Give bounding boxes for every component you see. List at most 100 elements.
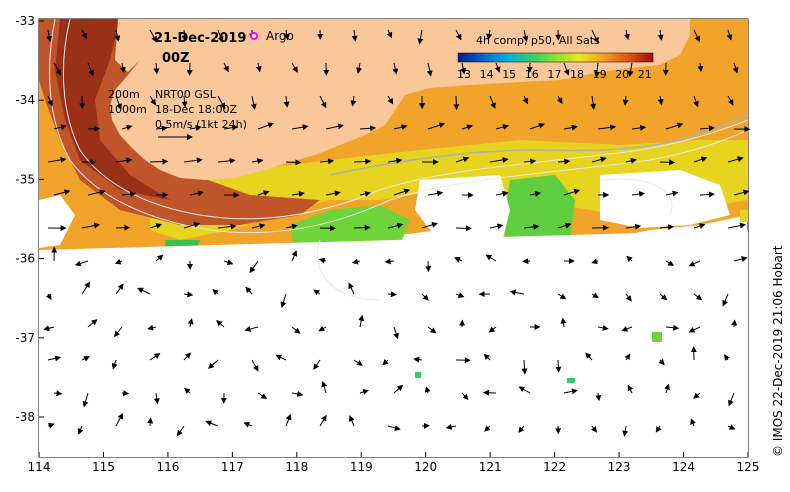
current-arrow <box>53 189 71 196</box>
scale-label: 0.5m/s (1kt 24h) <box>155 118 247 131</box>
current-arrow <box>291 391 304 397</box>
current-arrow <box>114 258 123 265</box>
current-arrow <box>625 157 637 164</box>
current-arrow <box>183 221 201 229</box>
current-arrow <box>359 389 369 395</box>
current-arrow <box>659 159 676 166</box>
current-arrow <box>597 124 617 131</box>
current-arrow <box>392 62 399 75</box>
current-arrow <box>115 283 124 295</box>
current-arrow <box>77 425 84 435</box>
current-arrow <box>495 190 509 197</box>
current-arrow <box>727 222 746 229</box>
contour-200-label: 200m <box>108 88 140 101</box>
current-arrow <box>621 326 633 332</box>
current-arrow <box>427 326 437 334</box>
current-arrow <box>257 190 270 196</box>
current-arrow <box>699 125 715 132</box>
current-arrow <box>319 95 327 109</box>
current-arrow <box>283 29 290 41</box>
current-arrow <box>455 156 470 163</box>
current-arrow <box>461 392 469 401</box>
current-arrow <box>455 292 465 298</box>
current-arrow <box>591 292 600 298</box>
current-arrow <box>387 425 401 431</box>
x-axis: 114 115 116 117 118 119 120 121 122 123 124 125 <box>28 452 759 474</box>
current-arrow <box>189 190 204 197</box>
legend-tick-label: 18 <box>570 68 584 81</box>
current-arrow <box>627 384 634 394</box>
current-arrow <box>251 158 264 165</box>
current-arrows <box>43 29 751 437</box>
current-arrow <box>53 390 63 397</box>
current-arrow <box>393 384 404 394</box>
current-arrow <box>484 425 491 432</box>
current-arrow <box>155 254 164 262</box>
current-arrow <box>523 223 540 230</box>
current-arrow <box>489 223 504 230</box>
legend-tick-label: 21 <box>638 68 652 81</box>
current-arrow <box>733 189 750 196</box>
legend-tick-label: 13 <box>457 68 471 81</box>
current-arrow <box>155 125 168 132</box>
current-arrow <box>321 380 328 394</box>
x-tick-label: 124 <box>672 460 695 474</box>
argo-label: Argo <box>266 29 294 43</box>
current-arrow <box>665 260 675 266</box>
current-arrow <box>521 359 528 375</box>
y-tick-label: -35 <box>15 172 35 186</box>
legend-tick-label: 15 <box>502 68 516 81</box>
current-arrow <box>153 62 160 75</box>
current-arrow <box>727 156 744 163</box>
current-arrow <box>81 356 91 362</box>
current-arrow <box>591 156 607 163</box>
current-arrow <box>313 289 321 296</box>
current-arrow <box>657 95 664 106</box>
current-arrow <box>285 159 302 166</box>
current-arrow <box>183 157 203 164</box>
current-arrow <box>115 95 122 110</box>
current-arrow <box>594 62 600 78</box>
current-arrow <box>455 225 472 232</box>
current-arrow <box>212 289 219 296</box>
current-arrow <box>655 425 662 433</box>
current-arrow <box>693 156 708 163</box>
y-axis: -33 -34 -35 -36 -37 -38 <box>15 14 44 424</box>
current-arrow <box>427 122 446 130</box>
current-arrow <box>325 190 341 197</box>
current-arrow <box>223 62 229 73</box>
map-time: 00Z <box>162 51 190 66</box>
current-arrow <box>557 158 571 165</box>
current-arrow <box>251 359 259 372</box>
current-arrow <box>114 29 121 42</box>
current-arrow <box>665 122 684 130</box>
current-arrow <box>585 352 593 361</box>
bathymetry-contours <box>49 18 749 301</box>
current-arrow <box>523 158 537 165</box>
x-tick-label: 121 <box>479 460 502 474</box>
current-arrow <box>149 353 161 361</box>
current-arrow <box>113 326 123 338</box>
current-arrow <box>45 293 52 301</box>
current-arrow <box>483 353 491 361</box>
current-arrow <box>223 124 239 131</box>
current-arrow <box>518 425 525 433</box>
current-arrow <box>387 157 403 164</box>
current-arrow <box>245 286 253 295</box>
y-tick-label: -37 <box>15 331 35 345</box>
current-arrow <box>387 291 397 298</box>
current-arrow <box>727 95 734 106</box>
current-arrow <box>149 158 169 165</box>
current-arrow <box>358 314 365 328</box>
current-arrow <box>257 122 275 130</box>
current-arrow <box>664 383 670 394</box>
current-arrow <box>115 157 133 164</box>
current-arrow <box>285 223 298 230</box>
x-tick-label: 122 <box>543 460 566 474</box>
current-arrow <box>275 354 287 361</box>
current-arrow <box>631 191 646 198</box>
current-arrow <box>353 158 372 165</box>
current-arrow <box>353 359 363 366</box>
current-arrow <box>187 318 194 328</box>
current-arrow <box>557 222 572 229</box>
